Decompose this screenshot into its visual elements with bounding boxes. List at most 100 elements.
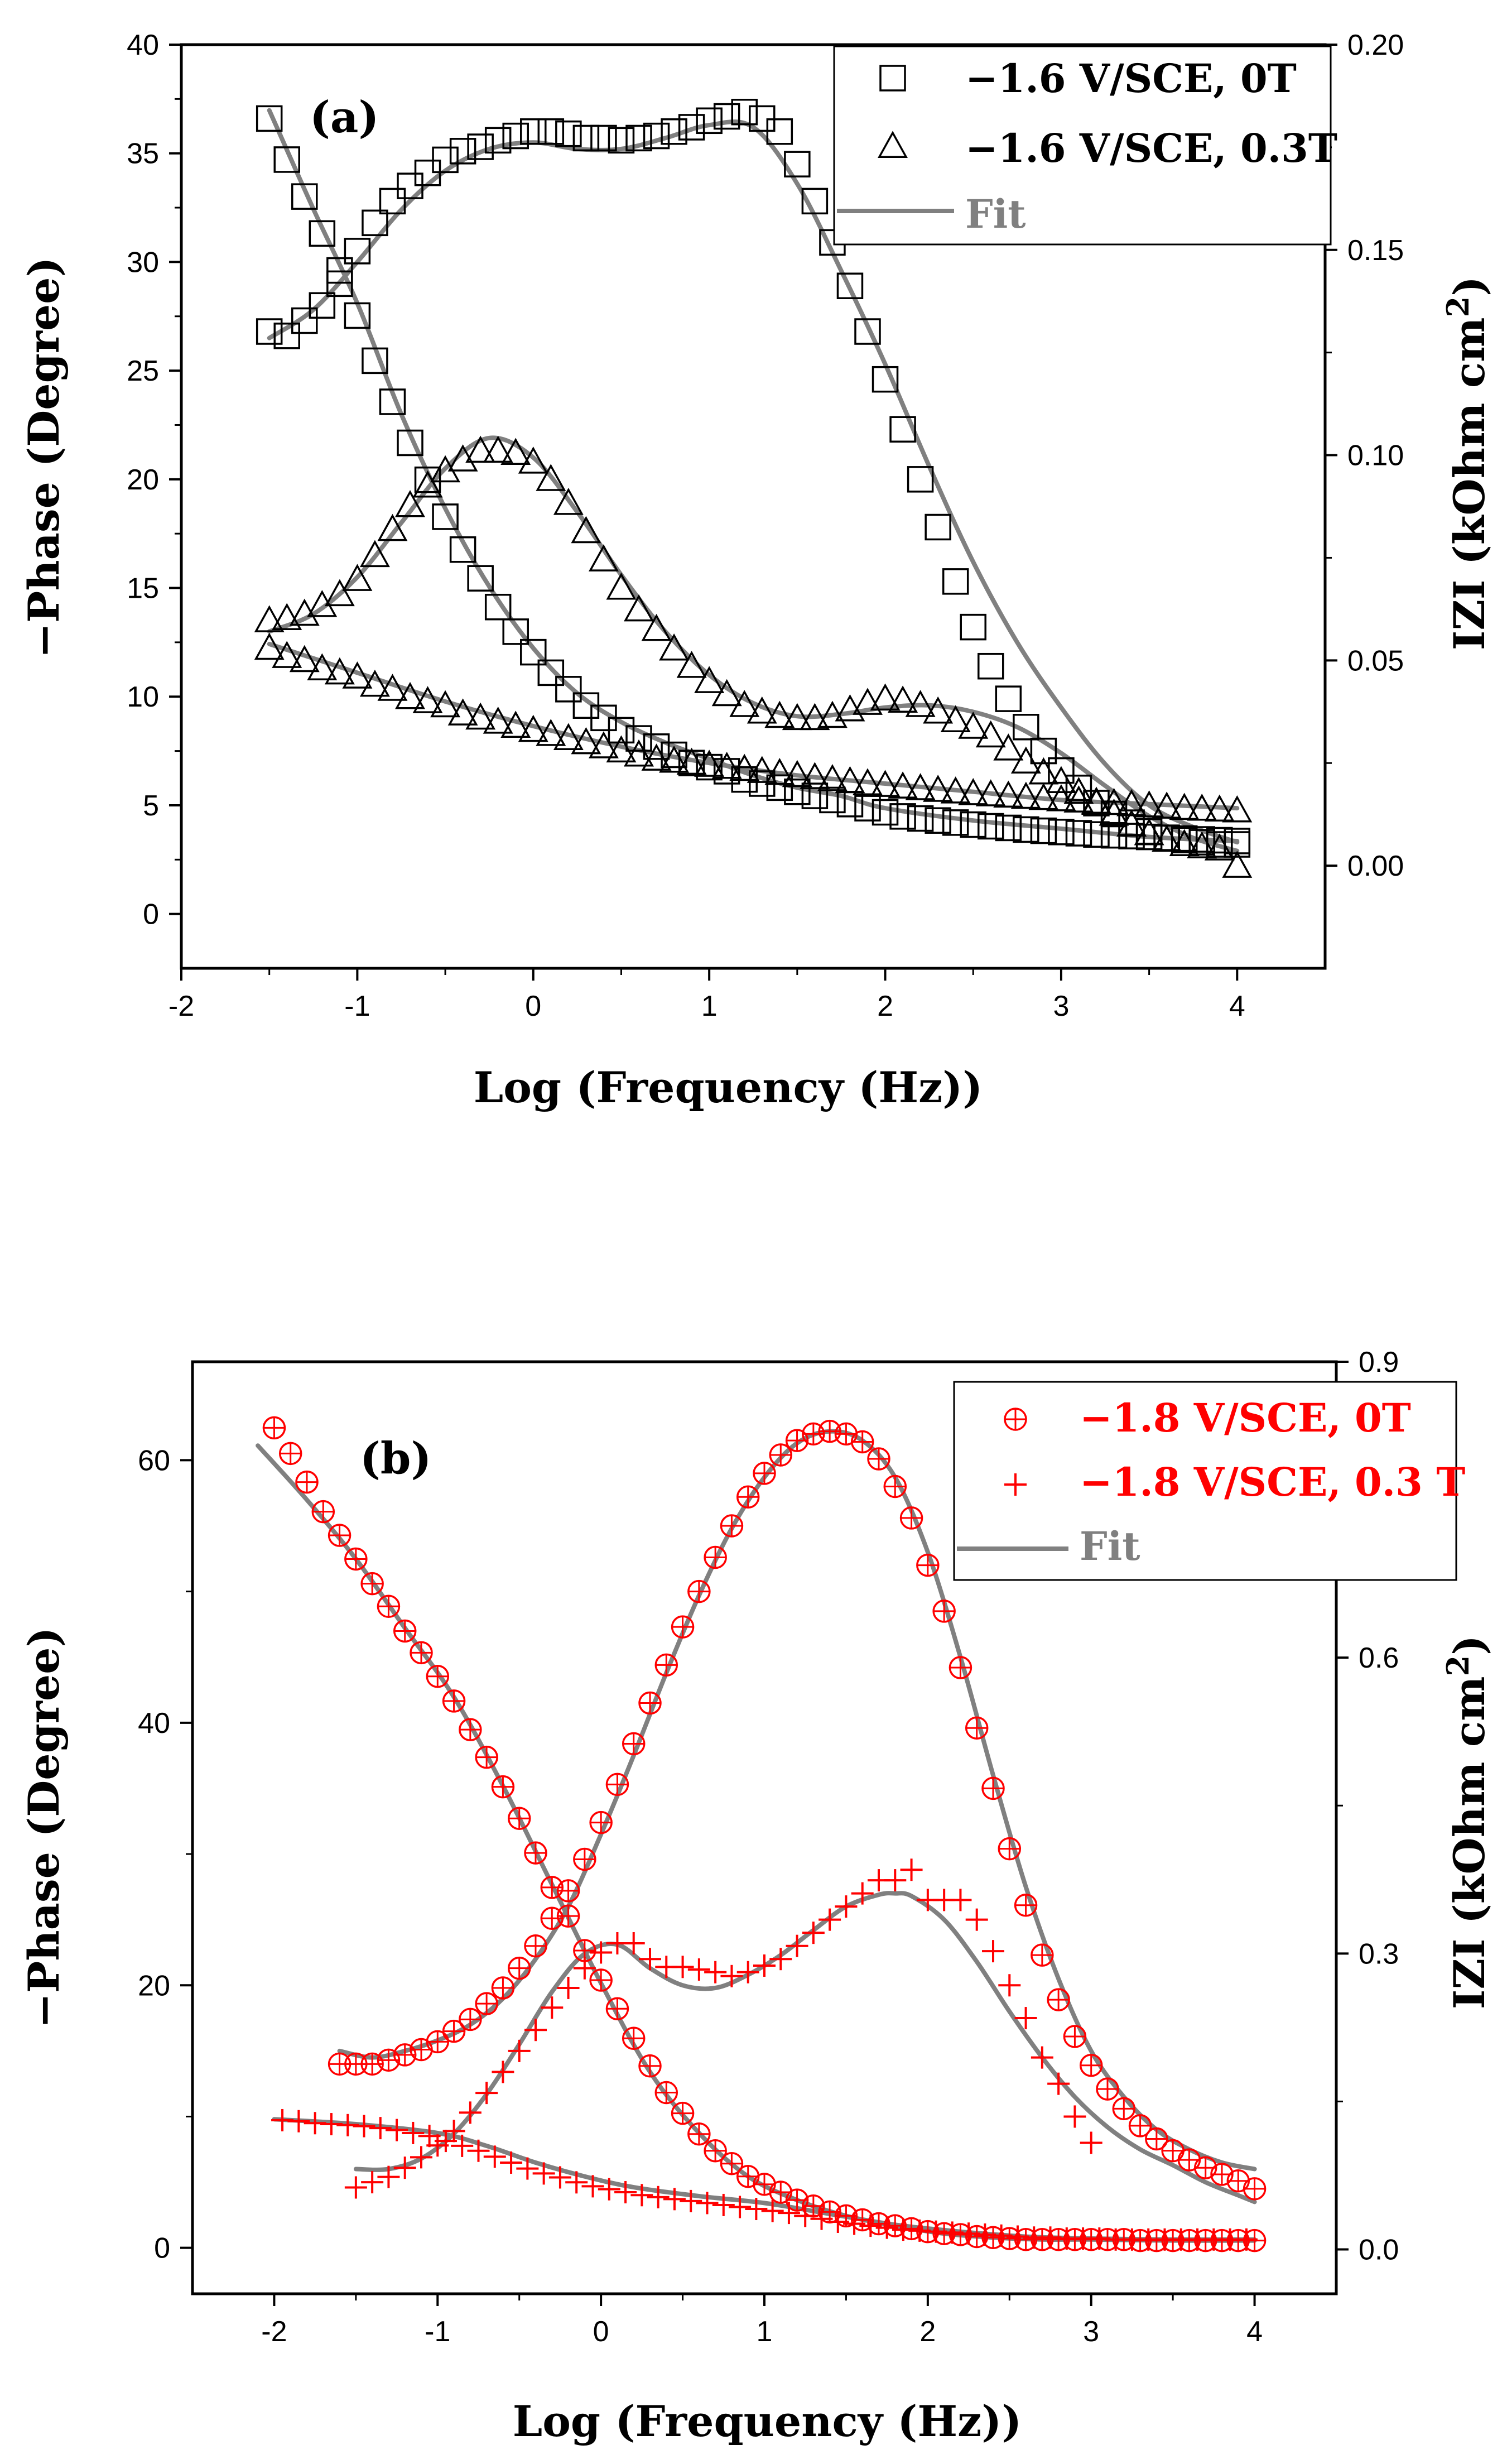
- data-point-a-3-28: [747, 756, 777, 783]
- data-point-a-0-19: [590, 124, 617, 152]
- data-point-a-1-9: [414, 466, 441, 493]
- data-point-b-3-28: [729, 2196, 752, 2218]
- data-point-b-0-15: [573, 1847, 596, 1871]
- data-point-a-3-13: [483, 707, 513, 734]
- data-point-a-2-1: [272, 603, 302, 630]
- legend-label-b-0: −1.8 V/SCE, 0T: [1080, 1395, 1411, 1441]
- y-right-tick-label-b-2: 0.6: [1359, 1642, 1399, 1674]
- data-point-a-0-24: [678, 114, 705, 141]
- data-point-a-2-7: [377, 513, 408, 541]
- data-point-b-1-7: [377, 1594, 401, 1618]
- x-tick-label-b-4: 2: [919, 2316, 936, 2348]
- data-point-b-0-44: [1047, 1988, 1070, 2011]
- data-point-b-0-12: [524, 1934, 547, 1958]
- data-point-b-3-29: [745, 2198, 768, 2221]
- data-point-b-2-44: [1063, 2105, 1086, 2128]
- data-point-a-2-29: [764, 700, 795, 728]
- data-point-a-1-20: [608, 717, 635, 744]
- data-point-a-3-14: [500, 710, 531, 738]
- data-point-b-0-23: [704, 1545, 727, 1569]
- data-point-a-3-18: [571, 727, 601, 755]
- y-right-tick-label-a-4: 0.20: [1347, 29, 1404, 61]
- data-point-b-0-11: [507, 1956, 531, 1980]
- data-point-b-0-9: [475, 1992, 498, 2015]
- data-point-a-3-15: [518, 714, 548, 742]
- data-markers-a: [254, 98, 1253, 878]
- data-point-b-1-17: [540, 1876, 564, 1899]
- data-point-b-0-8: [459, 2007, 482, 2031]
- data-point-a-2-13: [483, 435, 513, 463]
- data-point-b-0-34: [883, 1474, 907, 1498]
- data-point-a-1-21: [625, 725, 652, 752]
- data-point-a-0-16: [537, 118, 565, 145]
- data-point-b-1-18: [556, 1904, 580, 1928]
- data-point-b-0-43: [1031, 1943, 1054, 1967]
- data-point-b-1-26: [687, 2122, 711, 2146]
- x-tick-label-a-0: -2: [168, 990, 194, 1022]
- data-point-a-2-35: [870, 683, 901, 711]
- data-point-b-1-2: [295, 1470, 319, 1494]
- data-point-a-0-40: [960, 613, 986, 641]
- data-point-b-3-59: [1235, 2228, 1258, 2251]
- data-point-a-1-34: [854, 795, 881, 822]
- data-point-a-3-4: [324, 657, 355, 685]
- data-point-a-3-36: [888, 771, 918, 799]
- data-point-a-1-2: [291, 183, 318, 210]
- data-point-a-1-30: [784, 778, 811, 805]
- y-right-tick-label-a-1: 0.05: [1347, 645, 1404, 677]
- data-point-b-3-7: [386, 2119, 408, 2141]
- y-left-tick-label-b-1: 20: [138, 1970, 170, 2002]
- data-point-b-3-19: [581, 2175, 604, 2198]
- data-point-a-2-36: [888, 685, 918, 713]
- data-point-b-1-11: [442, 1689, 466, 1713]
- legend-items-a: [837, 65, 954, 213]
- data-point-b-3-24: [663, 2188, 686, 2211]
- data-point-b-2-13: [557, 1976, 580, 1999]
- data-point-b-1-24: [654, 2081, 678, 2105]
- data-point-a-1-54: [1206, 827, 1233, 854]
- data-point-b-2-22: [704, 1961, 727, 1983]
- data-point-b-1-6: [360, 1572, 384, 1596]
- data-point-a-2-42: [993, 733, 1024, 761]
- data-point-a-3-30: [782, 760, 812, 787]
- data-point-a-0-30: [784, 151, 811, 177]
- data-point-a-3-44: [1028, 782, 1059, 810]
- data-point-a-2-8: [395, 489, 425, 517]
- data-point-b-3-8: [402, 2121, 425, 2144]
- data-point-a-0-18: [572, 124, 600, 152]
- data-point-b-2-18: [639, 1948, 661, 1971]
- data-point-a-0-31: [801, 188, 829, 215]
- data-point-a-2-25: [694, 666, 725, 693]
- x-tick-label-b-6: 4: [1246, 2316, 1263, 2348]
- data-point-a-1-41: [978, 813, 1004, 840]
- data-point-a-3-35: [870, 770, 901, 797]
- data-point-a-0-39: [942, 568, 969, 595]
- chart-panel-a: -2 -1 0 1 2 3 405101520253035400.000.050.100.1…: [19, 29, 1494, 1112]
- y-right-tick-label-a-2: 0.10: [1347, 440, 1404, 472]
- data-point-b-2-43: [1047, 2072, 1070, 2095]
- data-point-a-1-29: [766, 774, 793, 801]
- data-point-a-1-14: [502, 618, 529, 645]
- data-point-b-0-51: [1161, 2139, 1185, 2163]
- data-point-b-3-26: [696, 2192, 719, 2215]
- data-point-a-2-55: [1222, 851, 1253, 878]
- legend-label-b-1: −1.8 V/SCE, 0.3 T: [1080, 1459, 1465, 1505]
- data-point-a-2-38: [923, 696, 954, 724]
- y-axis-label-right-b: IZI (kOhm cm2): [1440, 1635, 1494, 2009]
- y-right-tick-label-b-0: 0.0: [1359, 2234, 1399, 2266]
- data-point-b-1-1: [278, 1442, 302, 1466]
- fit-line-a-0: [267, 119, 1240, 845]
- data-point-a-3-19: [588, 731, 619, 758]
- x-tick-label-b-3: 1: [757, 2316, 773, 2348]
- data-point-b-0-17: [605, 1773, 629, 1797]
- data-point-b-3-16: [532, 2162, 555, 2185]
- data-point-a-0-1: [273, 323, 300, 349]
- data-point-a-2-10: [430, 455, 461, 483]
- data-point-a-0-25: [696, 107, 723, 135]
- panel-label-a: (a): [310, 92, 379, 143]
- data-point-a-3-39: [940, 776, 971, 804]
- y-right-tick-label-b-1: 0.3: [1359, 1938, 1399, 1970]
- data-point-a-0-15: [520, 118, 547, 145]
- data-point-b-1-0: [262, 1416, 286, 1440]
